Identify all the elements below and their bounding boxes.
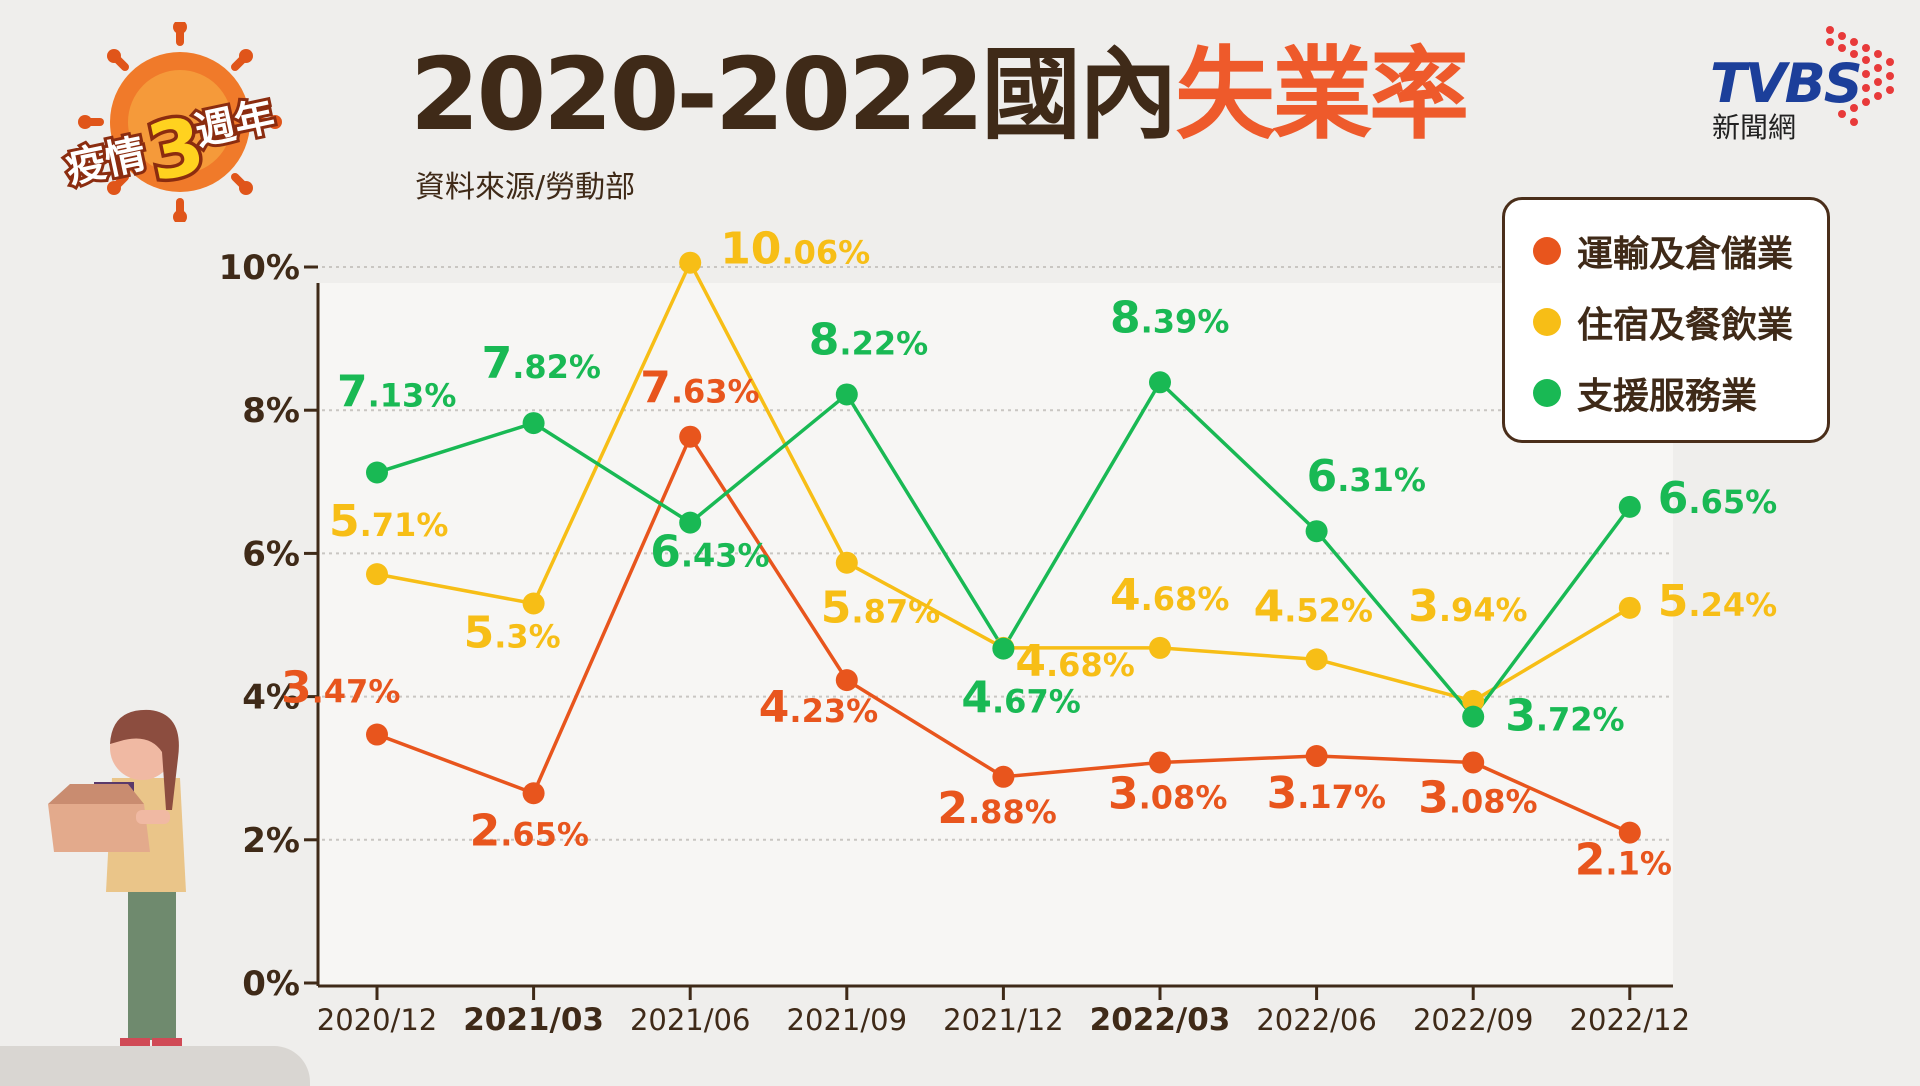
legend-label-lodging: 住宿及餐飲業	[1577, 305, 1794, 346]
y-tick-label: 8%	[242, 391, 300, 431]
data-label: 3.08%	[1108, 768, 1227, 819]
data-label: 5.24%	[1658, 576, 1777, 627]
data-label: 6.31%	[1307, 451, 1426, 502]
legend-item-transport: 運輸及倉儲業	[1533, 231, 1793, 275]
data-label: 7.13%	[337, 366, 456, 417]
data-point	[522, 412, 545, 435]
data-labels: 3.47% 2.65% 7.63% 4.23% 2.88% 3.08% 3.17% 3.08%…	[281, 224, 1777, 886]
data-label: 5.87%	[821, 583, 940, 634]
data-label: 4.52%	[1254, 581, 1373, 632]
data-point	[679, 251, 702, 274]
title-accent: 失業率	[1175, 36, 1469, 153]
data-point	[992, 765, 1015, 788]
data-label: 8.22%	[809, 314, 928, 365]
virus-icon	[78, 22, 282, 222]
data-label: 5.3%	[464, 608, 561, 659]
x-tick-label: 2021/03	[463, 1002, 604, 1038]
data-source: 資料來源/勞動部	[415, 170, 636, 205]
covid-anniversary-badge: 疫情 3 週年	[59, 22, 282, 222]
data-point	[835, 383, 858, 406]
data-label: 2.65%	[470, 805, 589, 856]
chart-legend: 運輸及倉儲業 住宿及餐飲業 支援服務業	[1502, 197, 1830, 443]
y-tick-label: 2%	[242, 821, 300, 861]
data-label: 4.68%	[1110, 570, 1229, 621]
data-label: 3.08%	[1418, 772, 1537, 823]
data-point	[835, 551, 858, 574]
data-label: 7.63%	[640, 363, 759, 414]
tvbs-logo: TVBS 新聞網	[1700, 22, 1900, 144]
data-point	[1462, 751, 1485, 774]
data-label: 7.82%	[482, 338, 601, 389]
legend-item-support: 支援服務業	[1533, 373, 1757, 417]
data-point	[1618, 821, 1641, 844]
data-point	[835, 669, 858, 692]
x-tick-label: 2022/12	[1570, 1003, 1690, 1037]
data-label: 6.43%	[650, 527, 769, 578]
data-label: 8.39%	[1110, 292, 1229, 343]
data-point	[1149, 751, 1171, 774]
data-point	[1149, 636, 1171, 659]
data-label: 2.88%	[937, 783, 1056, 834]
y-axis-ticks: 0% 2% 4% 6% 8% 10%	[219, 248, 318, 1004]
floor-decoration	[0, 1046, 310, 1086]
data-label: 3.72%	[1505, 691, 1624, 742]
title-main: 2020-2022國內	[410, 36, 1178, 153]
data-point	[366, 723, 388, 746]
x-axis-ticks: 2020/12 2021/03 2021/06 2021/09 2021/12 2022/…	[317, 986, 1690, 1038]
data-label: 6.65%	[1658, 473, 1777, 524]
y-tick-label: 10%	[219, 248, 300, 288]
person-with-box-illustration	[48, 709, 186, 1048]
x-tick-label: 2022/03	[1090, 1002, 1231, 1038]
series-points	[366, 251, 1641, 844]
data-point	[522, 782, 545, 805]
data-point	[679, 511, 702, 534]
data-point	[679, 425, 702, 448]
data-point	[366, 563, 388, 586]
data-label: 4.67%	[961, 673, 1080, 724]
gridlines	[322, 266, 1670, 841]
legend-dot-icon	[1533, 237, 1561, 265]
data-label: 4.23%	[759, 682, 878, 733]
legend-dot-icon	[1533, 379, 1561, 407]
axes	[316, 283, 1673, 988]
x-tick-label: 2022/06	[1256, 1003, 1376, 1037]
legend-label-transport: 運輸及倉儲業	[1577, 234, 1794, 275]
data-point	[1305, 648, 1328, 671]
logo-dots-icon	[1826, 26, 1894, 126]
data-point	[992, 637, 1015, 660]
legend-item-lodging: 住宿及餐飲業	[1533, 302, 1793, 346]
data-point	[1305, 745, 1328, 768]
data-label: 3.17%	[1267, 768, 1386, 819]
data-point	[1618, 596, 1641, 619]
x-tick-label: 2021/09	[787, 1003, 907, 1037]
y-tick-label: 4%	[242, 678, 300, 718]
data-label: 10.06%	[720, 224, 870, 275]
logo-subtitle: 新聞網	[1712, 111, 1797, 144]
data-label: 5.71%	[329, 496, 448, 547]
data-label: 4.68%	[1015, 636, 1134, 687]
y-tick-label: 0%	[242, 964, 300, 1004]
data-point	[1305, 520, 1328, 543]
page-title: 2020-2022國內失業率	[410, 45, 1469, 145]
data-label: 2.1%	[1575, 835, 1672, 886]
data-label: 3.94%	[1408, 581, 1527, 632]
data-label: 3.47%	[281, 663, 400, 714]
data-point	[1149, 371, 1171, 394]
data-point	[1618, 495, 1641, 518]
data-point	[522, 592, 545, 615]
x-tick-label: 2022/09	[1413, 1003, 1533, 1037]
legend-label-support: 支援服務業	[1577, 376, 1758, 417]
legend-dot-icon	[1533, 308, 1561, 336]
x-tick-label: 2021/12	[943, 1003, 1063, 1037]
data-point	[1462, 689, 1485, 712]
x-tick-label: 2020/12	[317, 1003, 437, 1037]
y-tick-label: 6%	[242, 534, 300, 574]
data-point	[366, 461, 388, 484]
x-tick-label: 2021/06	[630, 1003, 750, 1037]
logo-brand: TVBS	[1710, 52, 1863, 115]
data-point	[1462, 705, 1485, 728]
